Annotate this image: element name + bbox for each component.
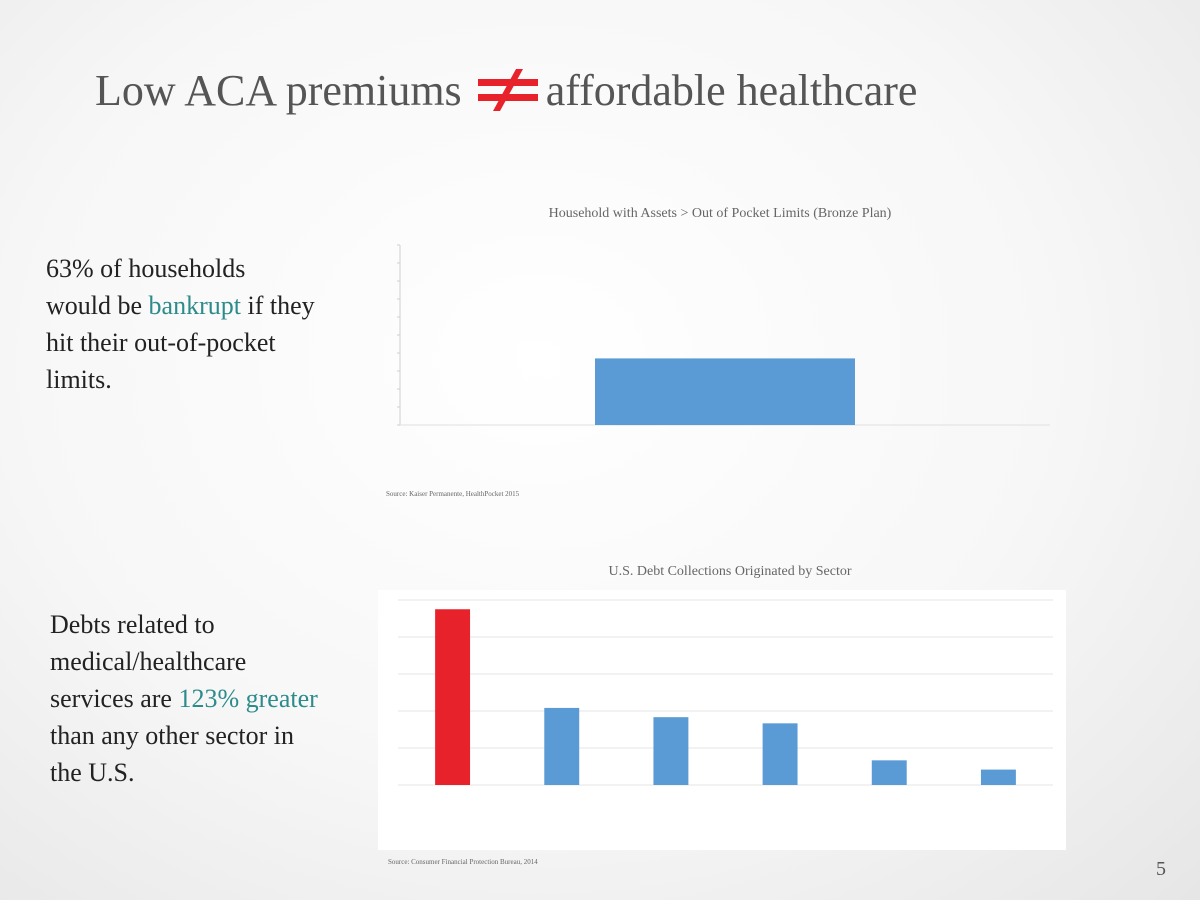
page-number: 5 <box>1156 858 1166 880</box>
bar <box>871 760 907 785</box>
bar <box>762 723 798 785</box>
statement-part: 63% of households would be <box>46 254 246 320</box>
debt-collections-chart <box>398 599 1053 786</box>
bar <box>544 707 580 785</box>
chart2-title: U.S. Debt Collections Originated by Sect… <box>608 564 852 579</box>
chart2-source: Source: Consumer Financial Protection Bu… <box>388 858 538 866</box>
chart1-title: Household with Assets > Out of Pocket Li… <box>548 206 892 221</box>
bankrupt-statement: 63% of households would be bankrupt if t… <box>46 250 316 398</box>
bar <box>595 358 855 425</box>
assets-chart <box>397 244 1050 426</box>
statement-part: if they hit their out-of-pocket limits. <box>46 291 315 394</box>
statement-highlight: 123% greater <box>178 684 318 713</box>
slide-title: Low ACA premiums affordable healthcare <box>95 55 1095 125</box>
statement-highlight: bankrupt <box>148 291 241 320</box>
title-right-text: affordable healthcare <box>545 65 918 115</box>
debt-statement: Debts related to medical/healthcare serv… <box>50 606 330 791</box>
bar <box>980 769 1016 785</box>
statement-part: than any other sector in the U.S. <box>50 721 295 787</box>
bar <box>435 609 471 785</box>
chart1-source: Source: Kaiser Permanente, HealthPocket … <box>386 490 520 498</box>
statement-part: Debts related to medical/healthcare serv… <box>50 610 247 713</box>
title-left-text: Low ACA premiums <box>95 65 462 115</box>
not-equal-icon <box>477 69 538 111</box>
bar <box>653 717 689 785</box>
chart2-panel <box>378 590 1066 850</box>
